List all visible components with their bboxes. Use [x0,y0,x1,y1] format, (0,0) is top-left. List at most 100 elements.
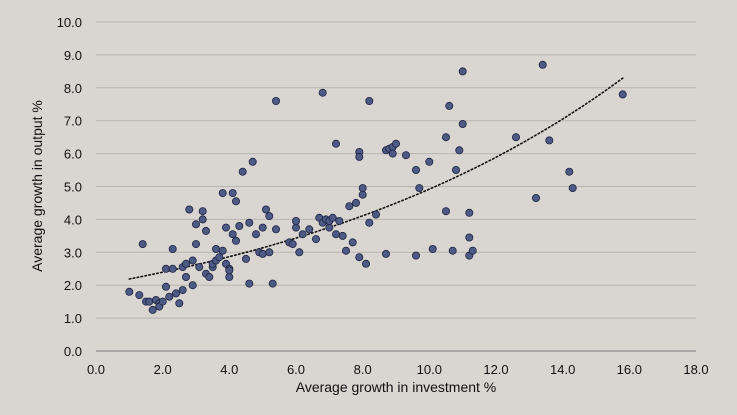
y-tick-label: 2.0 [64,278,82,293]
data-point [428,244,437,253]
data-point [295,248,304,257]
data-point [161,264,170,273]
y-tick-label: 7.0 [64,114,82,129]
data-point [565,167,574,176]
data-point [161,282,170,291]
data-point [218,189,227,198]
data-point [348,238,357,247]
data-point [261,205,270,214]
data-point [441,207,450,216]
data-point [198,215,207,224]
data-point [458,67,467,76]
x-tick-label: 18.0 [683,362,708,377]
data-point [451,165,460,174]
data-point [181,259,190,268]
data-point [191,240,200,249]
x-tick-label: 8.0 [354,362,372,377]
data-point [291,223,300,232]
data-point [345,202,354,211]
data-point [231,236,240,245]
data-point [171,289,180,298]
data-point [198,207,207,216]
data-point [445,101,454,110]
y-tick-label: 3.0 [64,245,82,260]
data-point [441,133,450,142]
data-point [311,235,320,244]
x-tick-label: 0.0 [87,362,105,377]
x-tick-label: 10.0 [417,362,442,377]
data-point [188,281,197,290]
data-point [568,184,577,193]
data-point [168,244,177,253]
data-point [465,208,474,217]
data-point [145,297,154,306]
data-point [365,97,374,106]
data-point [538,60,547,69]
data-point [205,272,214,281]
y-tick-label: 8.0 [64,81,82,96]
data-point [355,152,364,161]
data-point [175,299,184,308]
data-point [331,230,340,239]
data-point [265,212,274,221]
data-point [618,90,627,99]
trendline-layer [128,77,624,280]
data-point [291,216,300,225]
data-point [218,246,227,255]
trendline [128,77,624,280]
data-point [271,225,280,234]
x-tick-label: 4.0 [220,362,238,377]
data-point [335,216,344,225]
data-point [411,251,420,260]
x-tick-label: 16.0 [617,362,642,377]
data-point [365,218,374,227]
data-point [288,240,297,249]
data-point [401,151,410,160]
data-point [188,256,197,265]
data-point [468,246,477,255]
y-axis-label: Average growth in output % [29,100,45,272]
x-tick-label: 2.0 [154,362,172,377]
tick-labels: 0.0 1.0 2.0 3.0 4.0 5.0 6.0 7.0 8.0 9.0 10.0 0.0 2.0… [57,15,709,377]
x-tick-label: 6.0 [287,362,305,377]
data-point [455,146,464,155]
data-point [305,225,314,234]
data-point [235,221,244,230]
data-point [448,246,457,255]
data-point [328,213,337,222]
data-point [325,223,334,232]
data-point [228,230,237,239]
data-point [135,291,144,300]
data-point [185,205,194,214]
data-point [465,233,474,242]
y-tick-label: 4.0 [64,212,82,227]
data-point [138,240,147,249]
data-point [178,286,187,295]
data-point [245,279,254,288]
data-point [298,230,307,239]
data-point [355,253,364,262]
y-tick-label: 0.0 [64,344,82,359]
x-axis-label: Average growth in investment % [296,379,497,395]
y-tick-label: 10.0 [57,15,82,30]
data-point [258,249,267,258]
data-point [158,297,167,306]
data-point [371,210,380,219]
data-point [245,218,254,227]
data-point [148,305,157,314]
data-point [251,230,260,239]
data-point [458,120,467,129]
y-tick-label: 5.0 [64,180,82,195]
data-point [201,226,210,235]
data-point [358,190,367,199]
data-point [361,259,370,268]
data-point [358,184,367,193]
data-point [265,248,274,257]
gridlines [96,21,696,352]
data-point [225,272,234,281]
data-point [165,292,174,301]
data-point [318,88,327,97]
data-point [351,198,360,207]
